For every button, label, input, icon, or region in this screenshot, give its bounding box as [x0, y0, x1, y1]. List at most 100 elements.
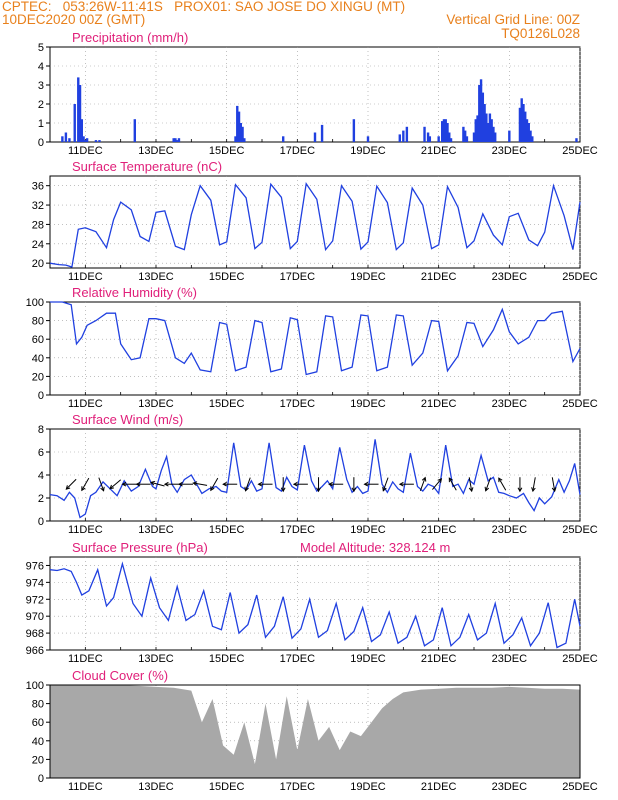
- x-tick-label: 19DEC: [350, 398, 386, 410]
- y-tick-label: 972: [26, 594, 44, 606]
- x-tick-label: 17DEC: [280, 524, 316, 536]
- precip-bar: [234, 136, 237, 142]
- wind-arrow: [328, 481, 344, 487]
- y-tick-label: 28: [32, 219, 44, 231]
- panel-5: 0 20 40 60 80 100 11DEC 13DEC 15DEC 17DEC 19DEC 21D…: [26, 668, 598, 793]
- wind-arrow: [163, 481, 179, 487]
- x-tick-label: 23DEC: [492, 271, 528, 283]
- x-tick-label: 15DEC: [209, 271, 245, 283]
- x-tick-label: 25DEC: [562, 653, 598, 665]
- station-info: CPTEC: 053:26W-11:41S PROX01: SAO JOSE D…: [2, 0, 406, 14]
- x-tick-label: 13DEC: [138, 271, 174, 283]
- wind-shaft: [382, 477, 389, 491]
- wind-shaft: [468, 477, 473, 492]
- y-tick-label: 2: [38, 493, 44, 505]
- panel-1: 20 24 28 32 36 11DEC 13DEC 15DEC 17DEC 19DEC 21DEC…: [32, 159, 598, 283]
- series-line: [49, 181, 581, 268]
- precip-bar: [437, 136, 440, 142]
- y-tick-label: 0: [38, 516, 44, 528]
- x-tick-label: 17DEC: [280, 398, 316, 410]
- x-tick-label: 25DEC: [562, 524, 598, 536]
- y-tick-label: 80: [32, 699, 44, 711]
- wind-head: [65, 485, 71, 490]
- wind-head: [149, 480, 156, 486]
- panel-title: Surface Wind (m/s): [72, 412, 183, 427]
- y-tick-label: 32: [32, 200, 44, 212]
- wind-head: [363, 481, 369, 487]
- x-tick-label: 11DEC: [68, 145, 103, 157]
- wind-head: [109, 484, 115, 490]
- y-tick-label: 5: [38, 42, 44, 54]
- wind-head: [177, 481, 183, 487]
- wind-arrow: [419, 476, 427, 491]
- precip-bar: [522, 104, 525, 142]
- precip-bar: [446, 123, 449, 142]
- wind-arrow: [81, 477, 90, 492]
- wind-shaft: [448, 477, 457, 491]
- panel-2: 0 20 40 60 80 100 11DEC 13DEC 15DEC 17DEC 19DEC 21D…: [26, 285, 598, 410]
- wind-shaft: [532, 477, 536, 492]
- wind-shaft: [498, 477, 507, 491]
- precip-bar: [485, 113, 488, 142]
- precip-bar: [98, 140, 101, 142]
- y-tick-label: 0: [38, 390, 44, 402]
- wind-arrow: [498, 477, 507, 491]
- panel-frame: [49, 46, 581, 143]
- y-tick-label: 60: [32, 334, 44, 346]
- y-tick-label: 20: [32, 754, 44, 766]
- grid-line-note: Vertical Grid Line: 00Z: [446, 12, 580, 27]
- y-tick-label: 40: [32, 353, 44, 365]
- wind-head: [328, 481, 333, 487]
- x-tick-label: 11DEC: [68, 398, 103, 410]
- precip-bar: [177, 138, 181, 142]
- precip-bar: [476, 115, 479, 142]
- wind-arrow: [351, 477, 357, 493]
- precip-bar: [462, 126, 465, 142]
- wind-head: [257, 481, 263, 487]
- y-tick-label: 36: [32, 181, 44, 193]
- x-tick-label: 23DEC: [492, 398, 528, 410]
- series-line: [49, 439, 581, 519]
- precip-bar: [531, 136, 534, 142]
- x-tick-label: 19DEC: [350, 524, 386, 536]
- wind-shaft: [98, 477, 105, 491]
- x-tick-label: 15DEC: [209, 781, 245, 793]
- precip-bar: [474, 119, 477, 142]
- precip-bar: [64, 132, 68, 142]
- panel-frame: [49, 556, 581, 651]
- x-tick-label: 11DEC: [68, 524, 103, 536]
- wind-arrow: [382, 477, 389, 492]
- wind-arrow: [149, 480, 165, 487]
- wind-arrow: [398, 481, 414, 487]
- precip-bar: [527, 123, 530, 142]
- panel-title: Surface Temperature (nC): [72, 159, 222, 174]
- wind-arrow: [98, 477, 105, 492]
- x-tick-label: 11DEC: [68, 781, 103, 793]
- wind-arrow: [484, 477, 491, 492]
- x-tick-label: 17DEC: [280, 653, 316, 665]
- y-tick-label: 968: [26, 628, 44, 640]
- wind-shaft: [150, 481, 165, 487]
- precip-bar: [236, 105, 239, 142]
- wind-head: [100, 486, 105, 492]
- precip-bar: [77, 77, 80, 142]
- x-tick-label: 11DEC: [68, 653, 103, 665]
- x-tick-label: 19DEC: [350, 653, 386, 665]
- wind-arrow: [316, 477, 321, 493]
- wind-shaft: [419, 477, 426, 491]
- precip-bar: [478, 85, 481, 142]
- precip-bar: [486, 123, 490, 142]
- precip-bar: [442, 119, 446, 142]
- precip-bar: [241, 126, 244, 142]
- precip-bar: [575, 138, 578, 142]
- precip-bar: [84, 140, 87, 142]
- wind-shaft: [485, 477, 491, 491]
- precip-bar: [176, 140, 179, 142]
- wind-head: [351, 487, 357, 493]
- precip-bar: [444, 119, 447, 142]
- y-tick-label: 24: [32, 239, 44, 251]
- y-tick-label: 100: [26, 680, 44, 692]
- precip-bar: [68, 138, 71, 142]
- wind-head: [222, 481, 227, 487]
- wind-head: [498, 477, 503, 483]
